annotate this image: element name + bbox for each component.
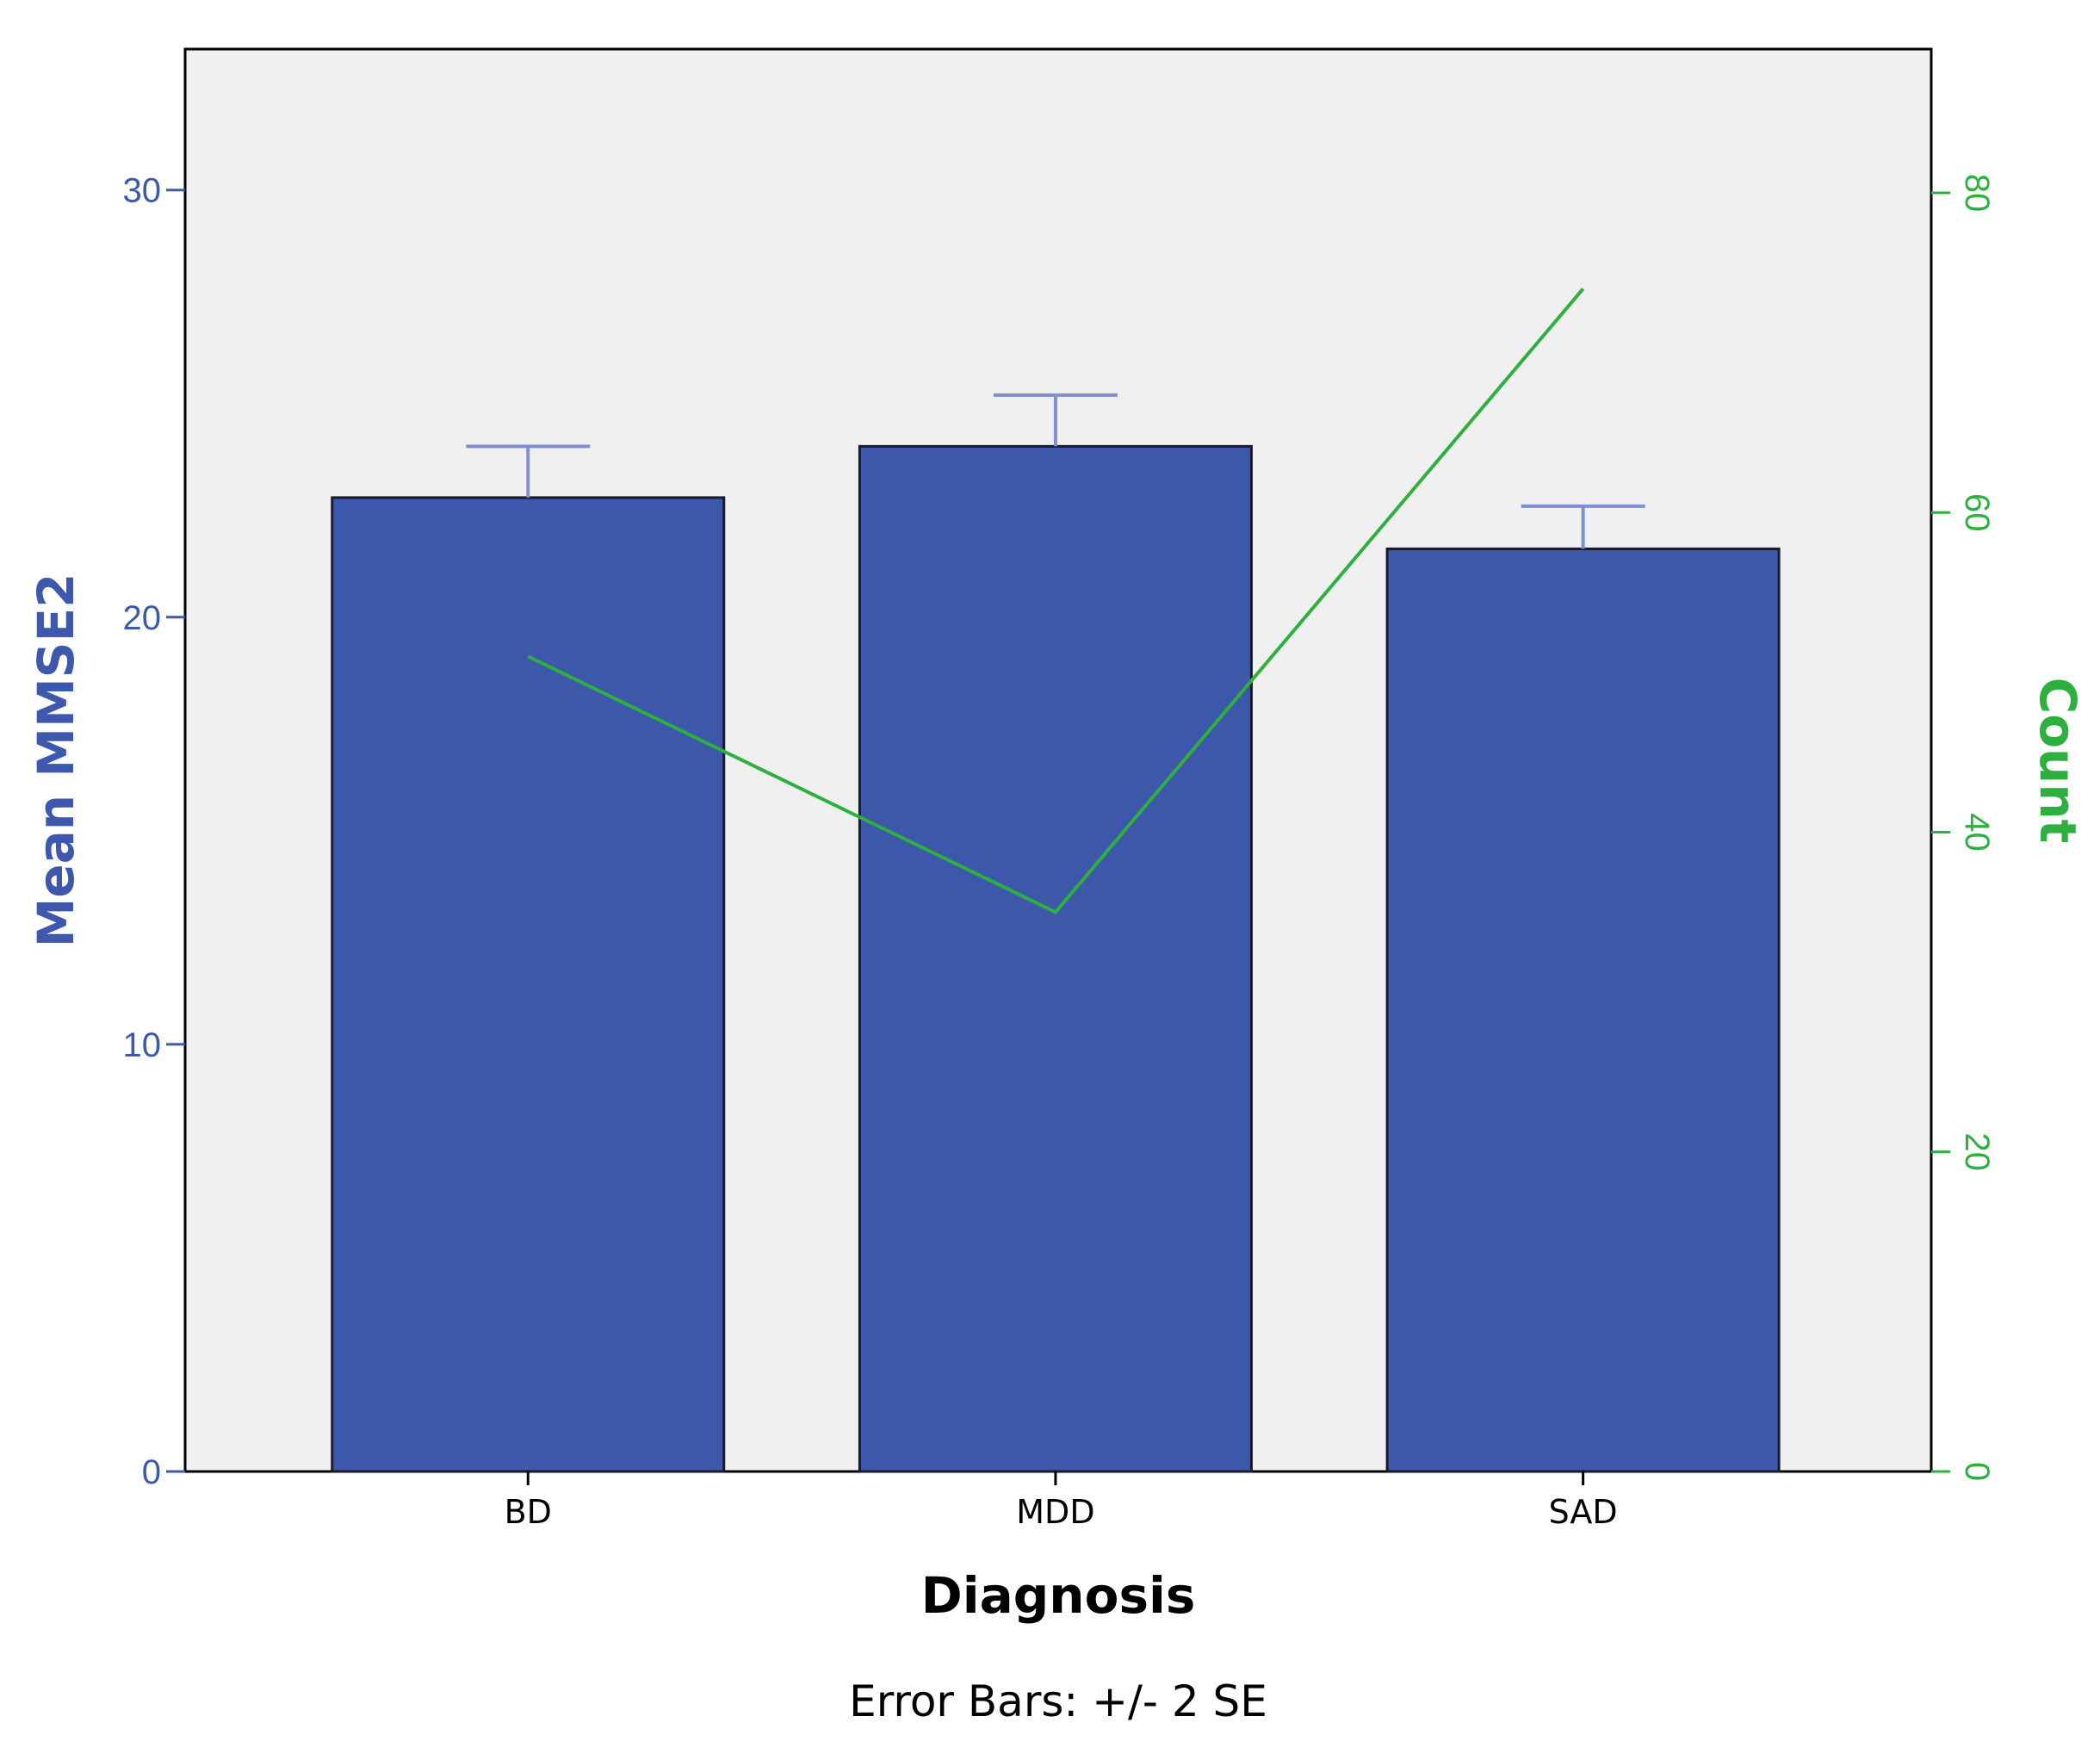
count-line-layer xyxy=(527,288,1585,914)
y2-axis-title: Count xyxy=(2029,678,2087,844)
y-tick-label: 0 xyxy=(142,1453,161,1491)
x-tick-label-mdd: MDD xyxy=(1016,1493,1094,1531)
y-tick-label: 10 xyxy=(123,1026,162,1064)
y2-tick-label: 60 xyxy=(1958,493,1996,532)
bar-bd xyxy=(331,496,726,1473)
bars xyxy=(331,444,1781,1473)
x-axis-title: Diagnosis xyxy=(921,1566,1196,1625)
y-axis-title: Mean MMSE2 xyxy=(27,573,85,948)
x-tick-label-sad: SAD xyxy=(1549,1493,1618,1531)
x-tick-label-bd: BD xyxy=(505,1493,552,1531)
error-bars xyxy=(466,393,1645,549)
x-axis: BD MDD SAD xyxy=(505,1471,1618,1531)
y2-tick-label: 0 xyxy=(1958,1462,1996,1481)
y2-tick-label: 80 xyxy=(1958,174,1996,213)
y2-tick-label: 40 xyxy=(1958,813,1996,852)
left-axis: 0 10 20 30 xyxy=(123,172,185,1491)
right-axis: 0 20 40 60 80 xyxy=(1931,174,1996,1481)
y-tick-label: 30 xyxy=(123,172,162,210)
bar-mdd xyxy=(858,444,1253,1473)
bar-sad xyxy=(1385,547,1781,1473)
y-tick-label: 20 xyxy=(123,599,162,637)
error-bar-note: Error Bars: +/- 2 SE xyxy=(849,1676,1267,1726)
count-line xyxy=(527,288,1585,914)
y2-tick-label: 20 xyxy=(1958,1133,1996,1172)
